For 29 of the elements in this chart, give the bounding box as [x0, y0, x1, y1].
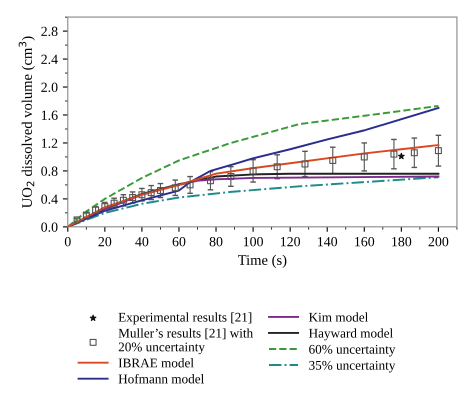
x-tick-label: 180: [392, 236, 412, 246]
x-tick-label: 120: [280, 236, 300, 246]
y-tick-label: 2.0: [41, 82, 58, 92]
x-tick-label: 60: [172, 236, 186, 246]
y-tick-label: 2.4: [41, 54, 58, 64]
x-tick-label: 160: [355, 236, 374, 246]
legend-label: Kim model: [308, 312, 368, 322]
x-tick-label: 200: [428, 236, 448, 246]
y-tick-label: 1.2: [42, 138, 58, 148]
legend-label: Experimental results [21]: [118, 312, 252, 324]
y-tick-label: 0.4: [41, 194, 58, 204]
y-axis-title: UO$_{2}$ dissolved volume (cm$^{3}$): [18, 36, 35, 208]
legend-label: Hayward model: [308, 328, 393, 340]
x-tick-label: 140: [318, 236, 338, 246]
y-tick-label: 0.8: [41, 166, 58, 176]
legend-label: 60% uncertainty: [309, 344, 396, 356]
legend-label: 35% uncertainty: [309, 360, 396, 372]
legend-label: Muller’s results [21] with 20% uncertainty: [118, 328, 253, 354]
x-tick-label: 20: [98, 236, 112, 246]
y-tick-label: 0.0: [41, 222, 58, 232]
x-tick-label: 0: [64, 236, 71, 246]
y-tick-label: 1.6: [42, 110, 58, 120]
x-tick-label: 40: [135, 236, 148, 246]
x-tick-label: 80: [210, 236, 222, 246]
legend-label: Hofmann model: [118, 374, 204, 384]
y-tick-label: 2.8: [41, 26, 58, 36]
legend-label: IBRAE model: [118, 358, 194, 368]
x-tick-label: 100: [244, 236, 263, 246]
x-axis-title: Time (s): [238, 254, 286, 268]
